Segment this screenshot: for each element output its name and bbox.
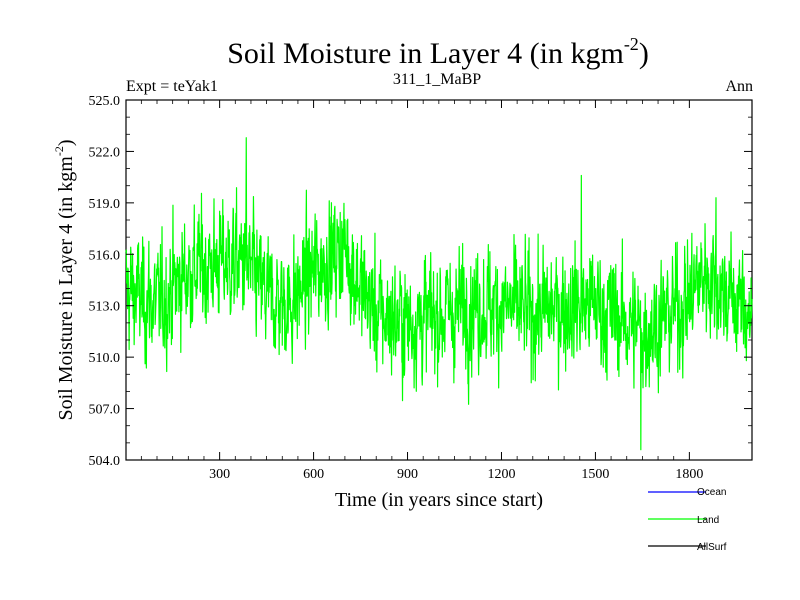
y-axis-label-close: ) xyxy=(55,139,77,146)
legend-label-allsurf: AllSurf xyxy=(697,542,727,553)
x-tick-label: 300 xyxy=(209,467,230,482)
plot-frame xyxy=(125,99,753,461)
subtitle-period: Ann xyxy=(725,78,753,95)
axis-layer: 300 600 900 1200 1500 1800 504.0 507.0 510.0 513.… xyxy=(89,94,752,482)
chart-title-superscript: -2 xyxy=(624,34,639,54)
chart-title-close: ) xyxy=(639,37,649,70)
series-line-land xyxy=(125,137,753,451)
y-tick-label: 504.0 xyxy=(89,454,121,469)
x-tick-label: 1500 xyxy=(581,467,609,482)
chart-title: Soil Moisture in Layer 4 (in kgm-2) xyxy=(227,34,649,70)
y-axis-label: Soil Moisture in Layer 4 (in kgm-2) xyxy=(52,139,77,420)
x-axis-label: Time (in years since start) xyxy=(335,489,543,511)
y-tick-label: 525.0 xyxy=(89,94,121,109)
y-tick-label: 519.0 xyxy=(89,197,121,212)
subtitle-run: 311_1_MaBP xyxy=(393,71,481,88)
series-layer xyxy=(125,137,753,451)
legend: Ocean Land AllSurf xyxy=(648,487,727,553)
legend-label-land: Land xyxy=(697,515,719,526)
x-tick-label: 1800 xyxy=(675,467,703,482)
x-tick-label: 1200 xyxy=(487,467,515,482)
y-tick-label: 516.0 xyxy=(89,248,121,263)
subtitle-experiment: Expt = teYak1 xyxy=(126,78,218,95)
y-tick-label: 507.0 xyxy=(89,403,121,418)
legend-label-ocean: Ocean xyxy=(697,487,726,498)
y-tick-label: 513.0 xyxy=(89,300,121,315)
x-tick-label: 600 xyxy=(303,467,324,482)
x-tick-label: 900 xyxy=(397,467,418,482)
y-tick-label: 510.0 xyxy=(89,351,121,366)
y-tick-label: 522.0 xyxy=(89,145,121,160)
y-axis-label-superscript: -2 xyxy=(52,146,66,156)
